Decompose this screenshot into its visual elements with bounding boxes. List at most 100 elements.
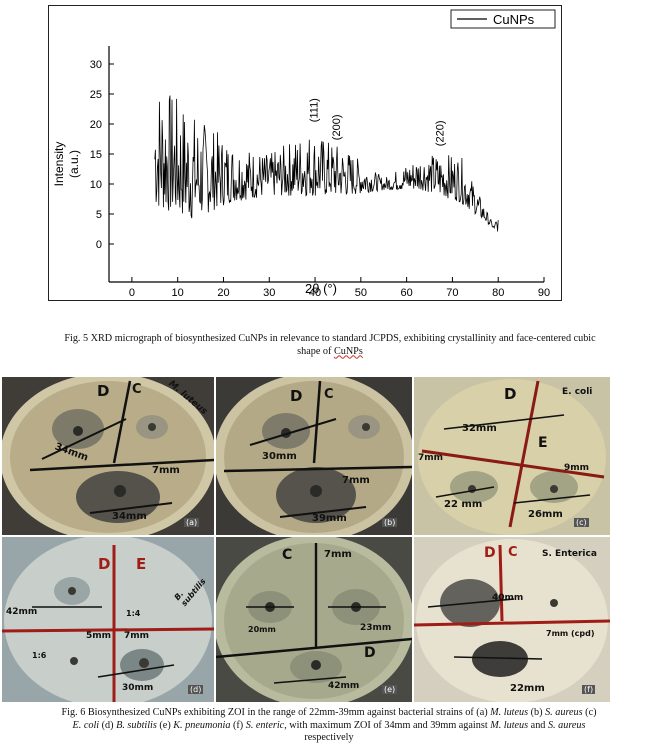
x-tick-label: 10 [172,287,184,299]
fig6-cap-text: (e) [156,719,174,731]
plate-b-label-C: C [324,387,334,402]
fig6-cap-text: Fig. 6 Biosynthesized CuNPs exhibiting Z… [61,707,491,718]
series-layer [154,95,499,232]
x-tick-label: 40 [309,287,321,299]
plate-a-zoi-3: 34mm [112,511,147,522]
plate-a-photo [2,377,214,535]
fig6-cap-species: B. subtilis [116,719,157,731]
plate-e-photo [216,537,412,702]
plate-a: D C M. luteus 34mm 7mm 34mm (a) [2,377,214,535]
plate-c-strain: E. coli [562,387,593,397]
plate-f-letter: (f) [582,685,596,694]
plate-c-letter: (c) [574,518,589,527]
plate-f: D C S. Enterica 40mm 7mm (cpd) 22mm (f) [414,537,610,702]
fig6-cap-species: K. pneumonia [173,719,231,731]
plate-c-label-D: D [504,385,517,403]
plate-f-zoi-2: 7mm (cpd) [546,629,595,638]
fig6-cap-text: (d) [99,719,117,731]
plate-b-zoi-1: 30mm [262,451,297,462]
plate-b-label-D: D [290,387,303,405]
x-tick-label: 70 [446,287,458,299]
plate-e-letter: (e) [382,685,398,694]
plate-e-zoi-3: 23mm [360,623,392,633]
plate-e-zoi-2: 20mm [248,625,276,634]
x-tick-label: 30 [263,287,275,299]
y-tick-label: 5 [96,209,102,221]
plate-d-label-D: D [98,555,111,573]
x-tick-label: 0 [129,287,135,299]
plate-c-zoi-3: 9mm [564,463,590,473]
plate-b-zoi-3: 39mm [312,513,347,524]
fig6-cap-text: (c) [582,707,597,718]
annotations-layer: (111) (200) (220) [308,98,446,146]
fig6-cap-text: respectively [304,732,354,743]
plate-c-zoi-4: 22 mm [444,499,483,510]
fig6-cap-species: S. aureus [545,707,583,718]
plate-e-label-D: D [364,645,376,661]
plate-c-zoi-5: 26mm [528,509,563,520]
plate-d-dilution-2: 1:6 [32,651,47,660]
axes [108,46,544,283]
legend-box [450,9,556,29]
cunps-series-line [154,95,499,232]
y-tick-label: 25 [90,89,102,101]
fig6-cap-species: M. luteus [490,707,529,718]
plate-a-label-D: D [97,382,110,400]
plate-a-label-C: C [132,382,142,397]
plate-f-zoi-1: 40mm [492,593,524,603]
plate-d-photo [2,537,214,702]
fig6-cap-text: (b) [528,707,546,718]
x-tick-label: 90 [538,287,550,299]
fig6-cap-species: S. aureus [547,719,586,731]
y-tick-label: 20 [90,119,102,131]
plate-b-photo [216,377,412,535]
plate-d-dilution-1: 1:4 [126,609,141,618]
y-tick-label: 30 [90,59,102,71]
plate-d-zoi-3: 7mm [124,631,150,641]
x-tick-label: 50 [355,287,367,299]
fig6-cap-text: and [528,719,548,731]
fig6-cap-species: S. enteric [245,719,285,731]
peak-annotation: (111) [308,98,320,122]
plate-c: D E. coli 32mm E 7mm 9mm 22 mm 26mm (c) [414,377,610,535]
figure-6-caption: Fig. 6 Biosynthesized CuNPs exhibiting Z… [8,707,650,745]
plate-e-label-C: C [282,547,293,563]
plate-c-zoi-1: 32mm [462,423,497,434]
y-tick-label: 0 [96,239,102,251]
plate-a-zoi-2: 7mm [152,465,180,476]
ticks: 0 5 10 15 20 25 30 0 10 20 30 40 50 60 70 80 90 [90,59,550,299]
plate-c-zoi-2: 7mm [418,453,444,463]
xrd-plot-svg: 0 5 10 15 20 25 30 0 10 20 30 40 50 60 70 80 90 (111) (20… [52,9,556,299]
plate-c-label-E: E [538,435,548,451]
plate-d-zoi-2: 5mm [86,631,112,641]
plate-a-letter: (a) [184,518,200,527]
fig5-caption-tail-b: CuNPs [333,345,363,357]
y-axis-label-line2: (a.u.) [67,150,81,178]
fig5-caption-tail-a: shape of [297,345,334,357]
x-tick-label: 80 [492,287,504,299]
y-tick-label: 15 [90,149,102,161]
plate-e-zoi-4: 42mm [328,681,360,691]
plate-f-label-C: C [508,545,518,560]
plate-c-photo [414,377,610,535]
fig6-cap-text: , with maximum ZOI of 34mm and 39mm agai… [284,719,491,731]
plate-f-photo [414,537,610,702]
y-axis-label-line1: Intensity [52,142,66,187]
plate-b-zoi-2: 7mm [342,475,370,486]
plate-d: D E B. subtilis 42mm 1:4 5mm 7mm 1:6 30m… [2,537,214,702]
plate-b: D C 30mm 7mm 39mm (b) [216,377,412,535]
plate-d-zoi-1: 42mm [6,607,38,617]
plate-f-zoi-3: 22mm [510,683,545,694]
plate-f-label-D: D [484,545,496,561]
plate-d-label-E: E [136,555,147,573]
y-tick-label: 10 [90,179,102,191]
figure-5-caption: Fig. 5 XRD micrograph of biosynthesized … [10,333,650,358]
plate-b-letter: (b) [382,518,398,527]
peak-annotation: (200) [331,115,343,141]
x-axis-label: 2θ (°) [305,281,337,296]
peak-annotation: (220) [434,121,446,147]
fig5-caption-main: Fig. 5 XRD micrograph of biosynthesized … [64,333,596,344]
plate-d-zoi-4: 30mm [122,683,154,693]
plate-d-letter: (d) [188,685,204,694]
legend: CuNPs [450,9,556,29]
